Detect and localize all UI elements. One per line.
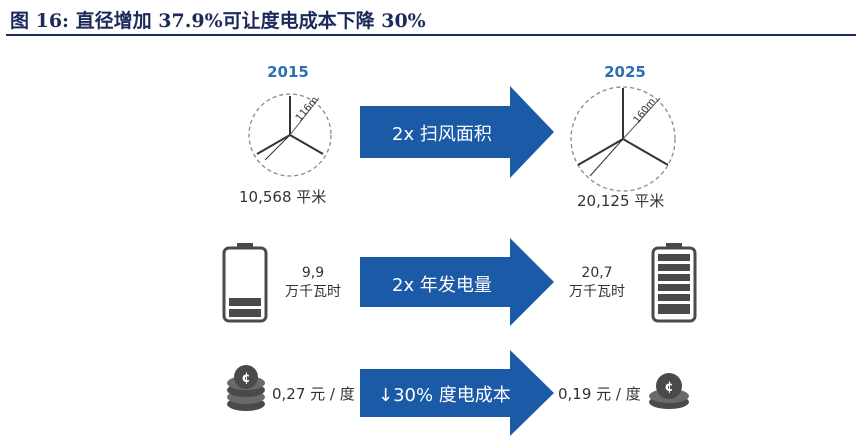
coin-stack-icon: ¢ — [227, 365, 265, 411]
svg-text:¢: ¢ — [664, 380, 673, 395]
cost-2015-label: 0,27 元 / 度 — [272, 385, 355, 403]
area-2015-label: 10,568 平米 — [239, 188, 327, 206]
rotor-2025-radius: 160m — [632, 96, 658, 125]
year-2025-label: 2025 — [604, 63, 646, 81]
rotor-2025-icon: 160m — [570, 86, 676, 192]
coin-small-stack-icon: ¢ — [649, 373, 689, 409]
energy-2025-unit: 万千瓦时 — [569, 284, 625, 300]
area-2025-label: 20,125 平米 — [577, 192, 665, 210]
arrow-energy-cost-label: ↓30% 度电成本 — [378, 385, 511, 406]
svg-text:¢: ¢ — [241, 371, 250, 386]
rotor-2015-icon: 116m — [248, 93, 332, 177]
arrow-sweep-area-label: 2x 扫风面积 — [392, 124, 492, 145]
energy-2015-value: 9,9 — [301, 265, 325, 281]
figure-title: 图 16: 直径增加 37.9%可让度电成本下降 30% — [10, 10, 426, 32]
cost-2025-label: 0,19 元 / 度 — [558, 385, 641, 403]
title-rule — [6, 34, 856, 36]
year-2015-label: 2015 — [267, 63, 309, 81]
battery-full-icon — [651, 243, 697, 323]
energy-2015-unit: 万千瓦时 — [285, 284, 341, 300]
battery-low-icon — [222, 243, 268, 323]
arrow-annual-energy — [360, 238, 554, 326]
energy-2025-value: 20,7 — [581, 265, 613, 281]
arrow-sweep-area — [360, 86, 554, 178]
arrow-energy-cost — [360, 350, 554, 436]
arrow-annual-energy-label: 2x 年发电量 — [392, 275, 492, 296]
rotor-2015-radius: 116m — [294, 95, 321, 124]
